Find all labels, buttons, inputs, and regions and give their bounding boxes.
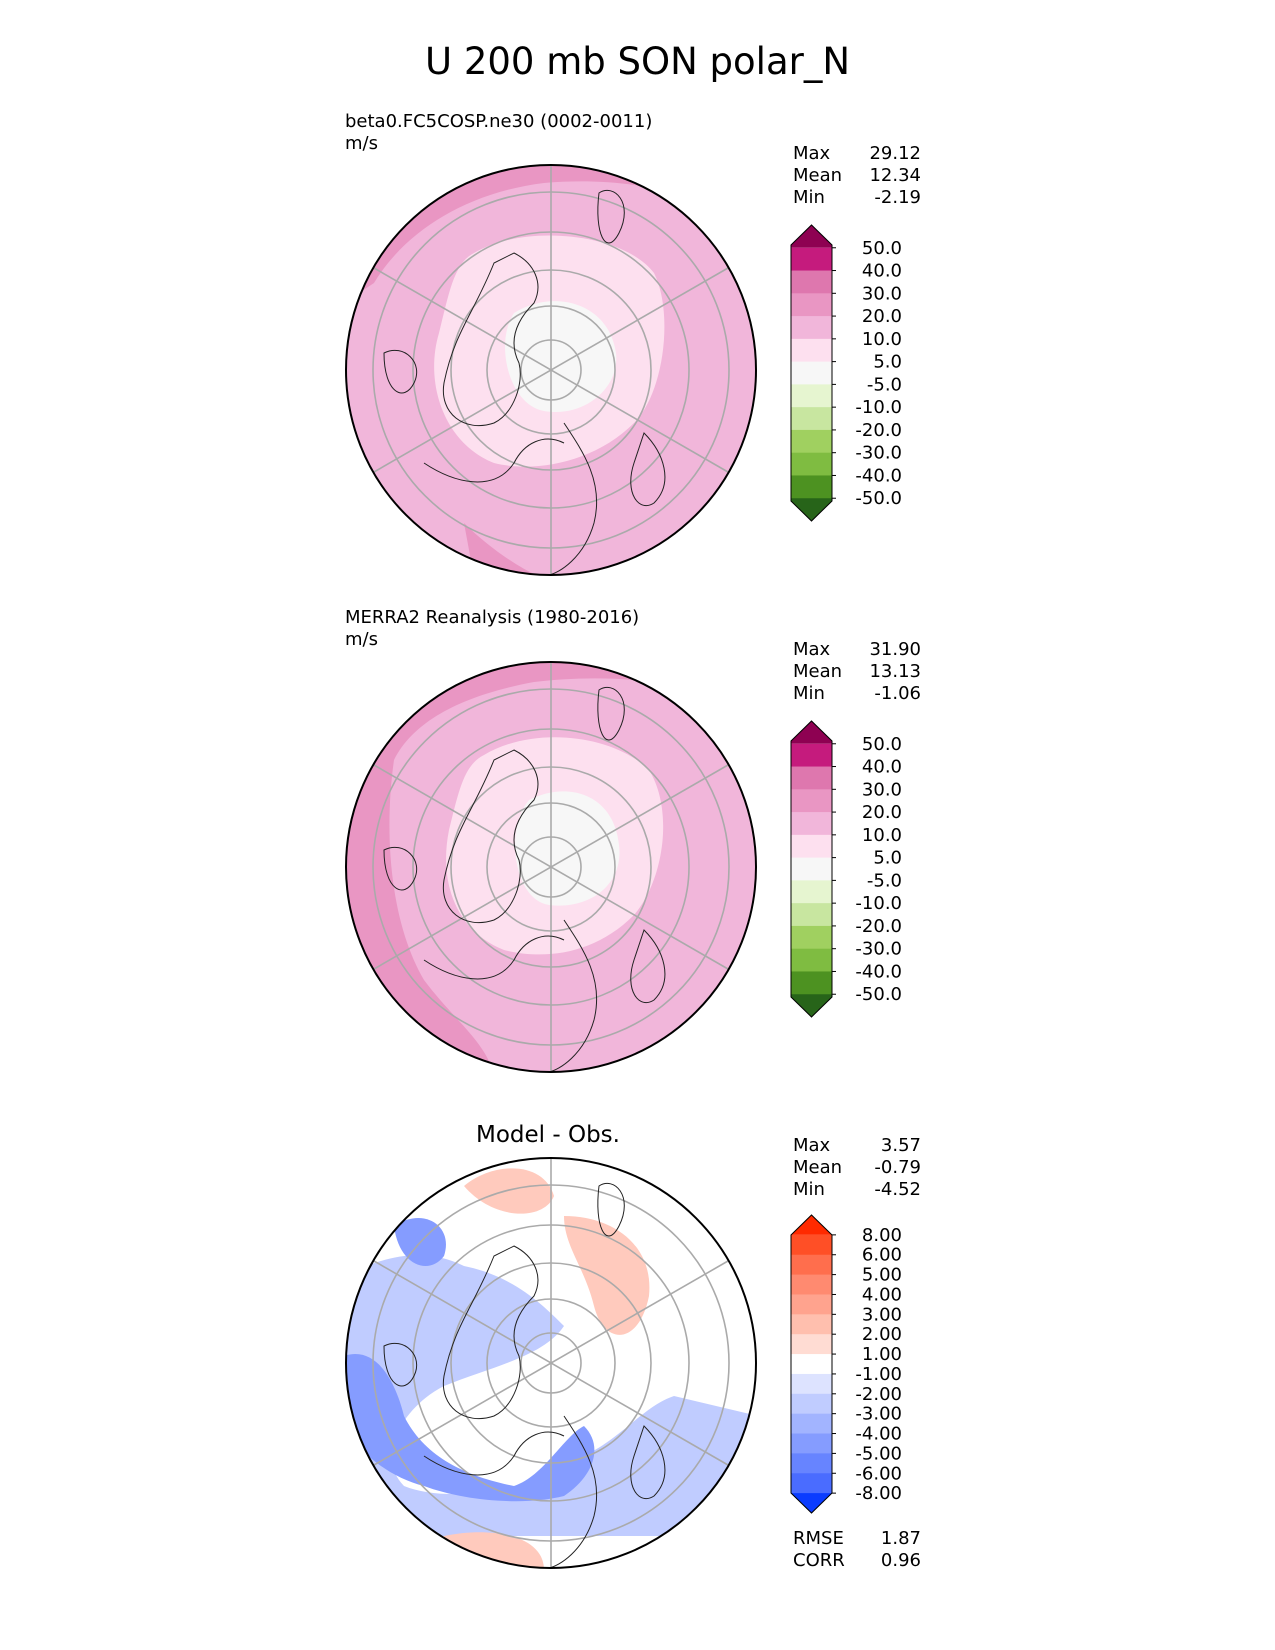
colorbar-segment	[791, 1413, 832, 1435]
colorbar-segment	[791, 1314, 832, 1335]
panel-3-colorbar: 8.006.005.004.003.002.001.00-1.00-2.00-3…	[790, 1214, 902, 1514]
colorbar-tick-label: -1.00	[855, 1364, 902, 1385]
colorbar-segment	[791, 407, 832, 431]
colorbar-tick-label: 50.0	[862, 734, 902, 755]
colorbar-tick-label: -50.0	[855, 984, 902, 1005]
colorbar-segment	[791, 1215, 832, 1235]
colorbar-tick-label: -8.00	[855, 1483, 902, 1504]
colorbar-segment	[791, 880, 832, 904]
colorbar-segment	[791, 1453, 832, 1474]
colorbar-segment	[791, 1294, 832, 1315]
panel-3-stats: Max 3.57 Mean -0.79 Min -4.52	[793, 1135, 921, 1200]
colorbar-segment	[791, 766, 832, 790]
colorbar-tick-label: -10.0	[855, 397, 902, 418]
colorbar-segment	[791, 225, 832, 248]
colorbar-tick-label: -40.0	[855, 465, 902, 486]
panel-1-stats: Max 29.12 Mean 12.34 Min -2.19	[793, 143, 921, 208]
colorbar-segment	[791, 812, 832, 836]
colorbar-tick-label: -20.0	[855, 916, 902, 937]
colorbar-tick-label: -30.0	[855, 939, 902, 960]
colorbar-tick-label: -30.0	[855, 443, 902, 464]
colorbar-tick-label: 4.00	[862, 1284, 902, 1305]
colorbar-tick-label: 10.0	[862, 329, 902, 350]
colorbar-tick-label: 40.0	[862, 757, 902, 778]
colorbar-segment	[791, 429, 832, 454]
panel-1-polar-map	[345, 164, 757, 576]
colorbar-tick-label: 40.0	[862, 261, 902, 282]
panel-2-label: MERRA2 Reanalysis (1980-2016) m/s	[345, 607, 640, 650]
colorbar-segment	[791, 971, 832, 995]
colorbar-tick-label: -20.0	[855, 420, 902, 441]
colorbar-segment	[791, 1234, 832, 1256]
colorbar-segment	[791, 1473, 832, 1494]
colorbar-outline	[790, 224, 833, 522]
colorbar-tick-label: 5.00	[862, 1265, 902, 1286]
colorbar-tick-label: 8.00	[862, 1225, 902, 1246]
colorbar-tick-label: -5.0	[867, 870, 902, 891]
figure-title: U 200 mb SON polar_N	[424, 40, 851, 83]
colorbar-tick-label: 30.0	[862, 283, 902, 304]
colorbar-segment	[791, 948, 832, 972]
colorbar-tick-label: 2.00	[862, 1324, 902, 1345]
colorbar-segment	[791, 1254, 832, 1276]
colorbar-segment	[791, 925, 832, 950]
colorbar-tick-label: 5.0	[873, 848, 902, 869]
colorbar-segment	[791, 743, 832, 768]
colorbar-tick-label: 1.00	[862, 1344, 902, 1365]
panel-1-label: beta0.FC5COSP.ne30 (0002-0011) m/s	[345, 111, 653, 154]
colorbar-segment	[791, 247, 832, 272]
colorbar-segment	[791, 903, 832, 927]
colorbar-tick-label: 3.00	[862, 1304, 902, 1325]
colorbar-segment	[791, 994, 832, 1017]
colorbar-tick-label: -4.00	[855, 1424, 902, 1445]
colorbar-tick-label: -3.00	[855, 1404, 902, 1425]
colorbar-outline	[790, 720, 833, 1018]
colorbar-segment	[791, 721, 832, 744]
colorbar-segment	[791, 834, 832, 859]
colorbar-tick-label: -40.0	[855, 961, 902, 982]
colorbar-tick-label: -5.00	[855, 1443, 902, 1464]
colorbar-tick-label: -6.00	[855, 1463, 902, 1484]
panel-2-stats: Max 31.90 Mean 13.13 Min -1.06	[793, 639, 921, 704]
colorbar-tick-label: -2.00	[855, 1384, 902, 1405]
colorbar-segment	[791, 316, 832, 340]
colorbar-tick-label: 10.0	[862, 825, 902, 846]
colorbar-segment	[791, 1274, 832, 1295]
colorbar-segment	[791, 1354, 832, 1375]
colorbar-segment	[791, 789, 832, 813]
colorbar-segment	[791, 361, 832, 385]
colorbar-segment	[791, 338, 832, 363]
colorbar-segment	[791, 1433, 832, 1454]
colorbar-tick-label: 20.0	[862, 306, 902, 327]
panel-3-title: Model - Obs.	[476, 1122, 620, 1148]
colorbar-segment	[791, 452, 832, 476]
colorbar-tick-label: 20.0	[862, 802, 902, 823]
colorbar-tick-label: -5.0	[867, 374, 902, 395]
colorbar-tick-label: -50.0	[855, 488, 902, 509]
colorbar-segment	[791, 293, 832, 317]
colorbar-tick-label: 30.0	[862, 779, 902, 800]
colorbar-segment	[791, 270, 832, 294]
colorbar-segment	[791, 1373, 832, 1395]
panel-2-colorbar: 50.040.030.020.010.05.0-5.0-10.0-20.0-30…	[790, 720, 902, 1018]
colorbar-segment	[791, 384, 832, 408]
panel-1-colorbar: 50.040.030.020.010.05.0-5.0-10.0-20.0-30…	[790, 224, 902, 522]
colorbar-tick-label: -10.0	[855, 893, 902, 914]
colorbar-segment	[791, 1334, 832, 1355]
colorbar-segment	[791, 1393, 832, 1415]
colorbar-tick-label: 5.0	[873, 352, 902, 373]
colorbar-segment	[791, 857, 832, 881]
colorbar-segment	[791, 475, 832, 499]
panel-2-polar-map	[345, 661, 757, 1073]
colorbar-segment	[791, 1493, 832, 1513]
colorbar-tick-label: 6.00	[862, 1245, 902, 1266]
colorbar-segment	[791, 498, 832, 521]
panel-3-polar-map	[345, 1157, 757, 1569]
panel-3-metrics: RMSE 1.87 CORR 0.96	[793, 1528, 921, 1571]
colorbar-tick-label: 50.0	[862, 238, 902, 259]
